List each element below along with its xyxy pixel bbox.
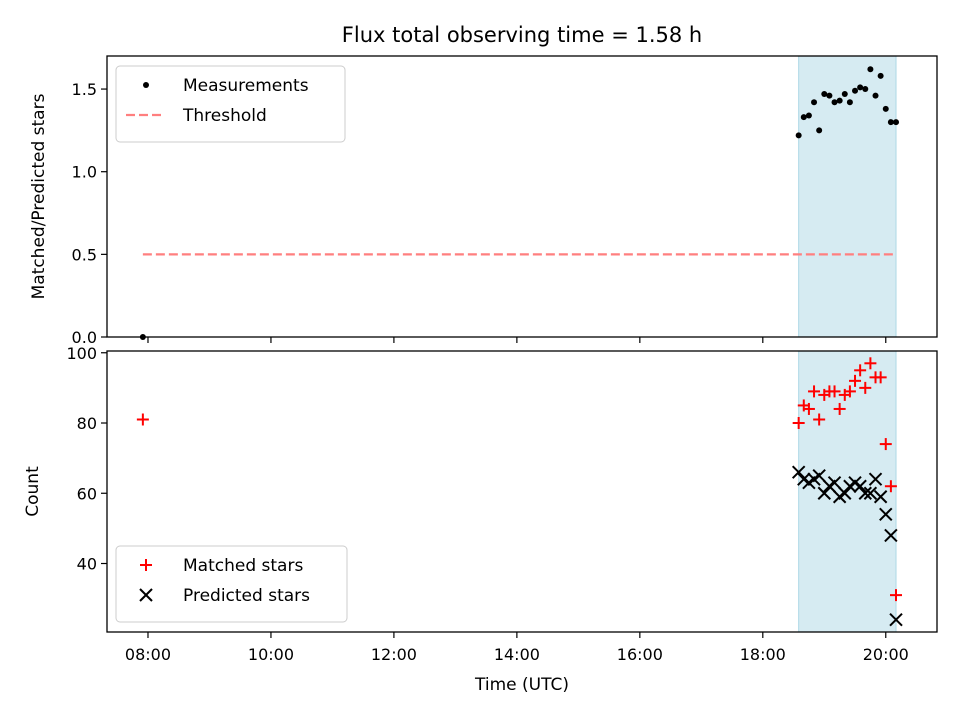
legend-label: Predicted stars: [183, 586, 310, 606]
x-tick-label: 18:00: [740, 645, 786, 664]
data-point: [858, 486, 872, 500]
observing-span: [798, 55, 897, 338]
legend: Matched stars Predicted stars: [115, 545, 348, 623]
axes-frame: [106, 350, 938, 633]
chart-title: Flux total observing time = 1.58 h: [342, 23, 702, 47]
series-matched-stars: [136, 357, 903, 602]
data-point: [833, 402, 846, 415]
data-point: [862, 86, 869, 93]
series-measurements: [139, 66, 900, 340]
legend-item: Predicted stars: [139, 586, 310, 606]
data-point: [859, 381, 872, 394]
legend-swatch: [143, 82, 149, 88]
legend-item: Measurements: [143, 76, 309, 96]
x-tick-label: 08:00: [125, 645, 171, 664]
y-tick-label: 40: [77, 555, 97, 574]
legend-item: Matched stars: [140, 556, 303, 576]
legend-label: Threshold: [182, 106, 267, 126]
data-point: [852, 87, 859, 94]
data-point: [800, 114, 807, 121]
series-predicted-stars: [791, 465, 903, 627]
data-point: [813, 413, 826, 426]
x-tick-label: 16:00: [617, 645, 663, 664]
data-point: [849, 374, 862, 387]
legend-swatch: [140, 559, 152, 571]
y-tick-label: 1.5: [72, 80, 97, 99]
data-point: [827, 476, 842, 490]
legend-swatch: [139, 588, 153, 602]
data-point: [808, 385, 821, 398]
y-axis-label: Matched/Predicted stars: [29, 93, 49, 299]
x-tick-label: 12:00: [371, 645, 417, 664]
data-point: [879, 438, 892, 451]
legend-box: [115, 545, 348, 623]
data-point: [853, 479, 867, 493]
x-tick-label: 20:00: [863, 645, 909, 664]
axes-frame: [106, 55, 938, 338]
data-point: [843, 385, 856, 398]
data-point: [821, 91, 828, 98]
data-point: [857, 84, 864, 91]
data-point: [889, 612, 903, 627]
data-point: [874, 371, 887, 384]
data-point: [828, 385, 841, 398]
data-point: [863, 486, 878, 500]
data-point: [846, 99, 853, 106]
data-point: [887, 119, 894, 126]
data-point: [882, 105, 889, 112]
data-point: [872, 92, 879, 99]
x-tick-label: 14:00: [494, 645, 540, 664]
data-point: [812, 468, 826, 483]
data-point: [879, 507, 893, 522]
x-tick-label: 10:00: [248, 645, 294, 664]
data-point: [854, 364, 867, 377]
data-point: [864, 357, 877, 370]
data-point: [792, 417, 805, 430]
legend-label: Matched stars: [183, 556, 303, 576]
data-point: [873, 490, 888, 504]
legend: Measurements Threshold: [115, 65, 346, 143]
data-point: [836, 97, 843, 104]
data-point: [884, 528, 898, 543]
data-point: [805, 112, 812, 119]
data-point: [826, 92, 833, 99]
data-point: [884, 480, 897, 493]
legend-box: [115, 65, 346, 143]
data-point: [802, 402, 815, 415]
legend-label: Measurements: [183, 76, 309, 96]
legend-item: Threshold: [126, 106, 267, 126]
y-axis-label: Count: [23, 466, 43, 517]
data-point: [868, 472, 883, 486]
panel-count: 08:00 10:00 12:00 14:00 16:00 18:00 20:00 40 60 8…: [23, 344, 938, 664]
data-point: [136, 413, 149, 426]
y-tick-label: 0.0: [72, 328, 97, 347]
data-point: [816, 127, 823, 134]
panel-ratio: 0.0 0.5 1.0 1.5 Matched/Predicted stars Measu…: [29, 55, 938, 347]
data-point: [867, 66, 874, 73]
y-tick-label: 100: [66, 344, 97, 363]
x-axis-label: Time (UTC): [474, 675, 569, 695]
data-point: [795, 132, 802, 139]
data-point: [838, 486, 852, 500]
data-point: [890, 589, 903, 602]
y-tick-label: 1.0: [72, 163, 97, 182]
y-tick-label: 60: [77, 484, 97, 503]
data-point: [811, 99, 818, 106]
y-tick-label: 0.5: [72, 245, 97, 264]
data-point: [841, 91, 848, 98]
y-tick-label: 80: [77, 414, 97, 433]
data-point: [831, 99, 838, 106]
data-point: [877, 72, 884, 79]
data-point: [791, 465, 806, 479]
data-point: [817, 486, 831, 500]
data-point: [893, 119, 900, 126]
